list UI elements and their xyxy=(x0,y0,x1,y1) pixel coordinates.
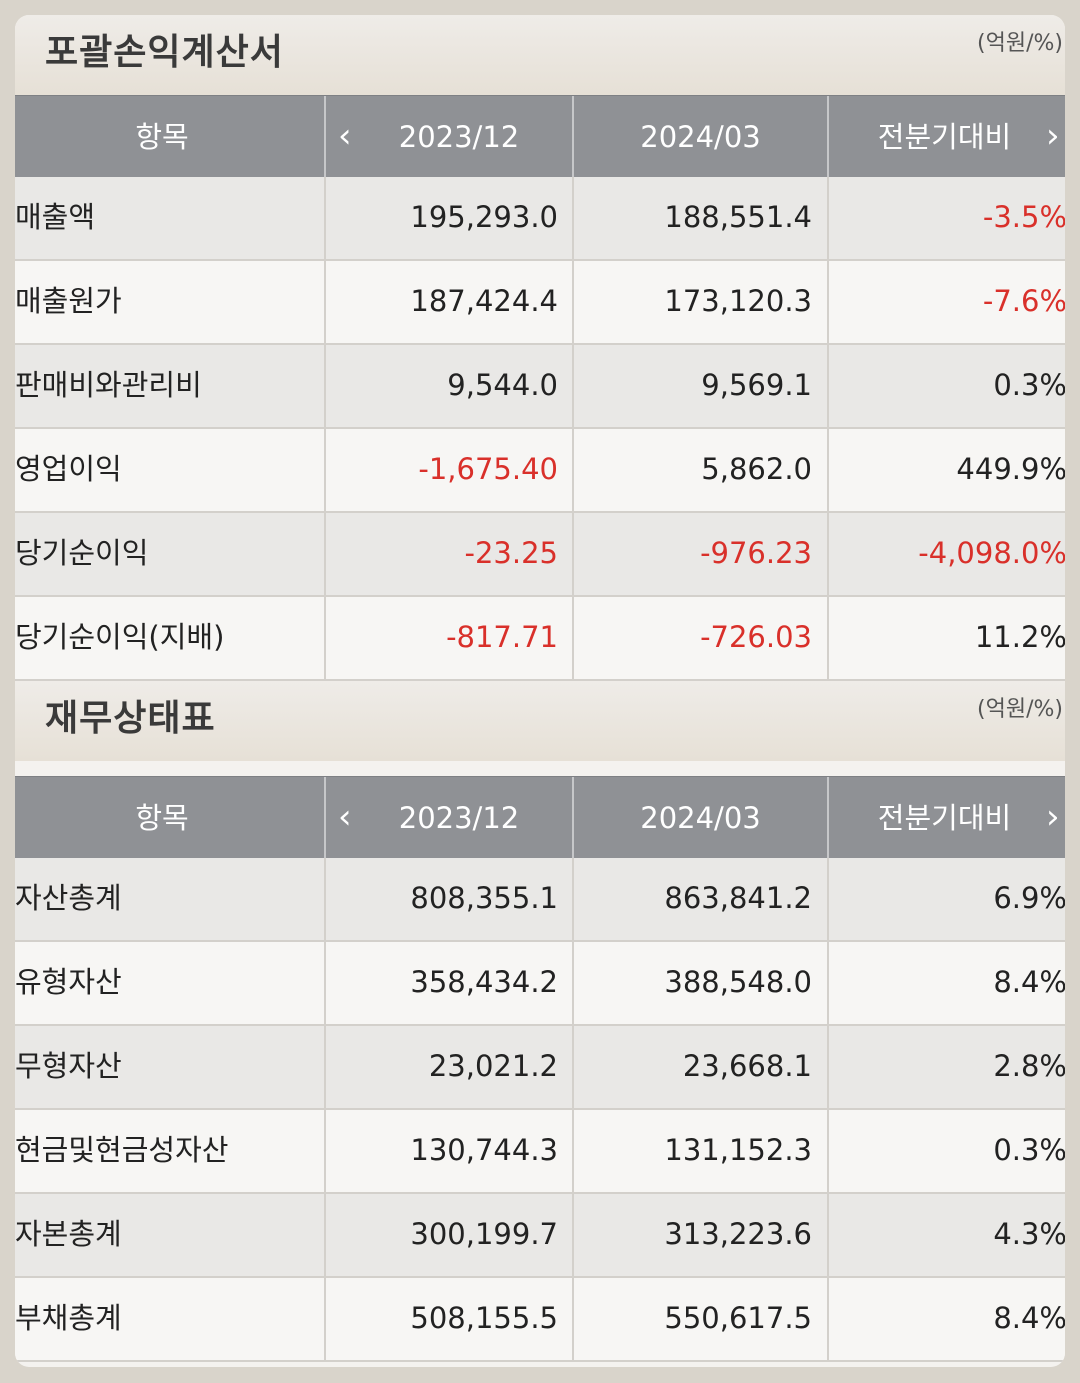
row-label: 영업이익 xyxy=(15,452,122,486)
next-period-chevron-icon[interactable]: › xyxy=(1046,116,1060,156)
row-label: 매출원가 xyxy=(15,284,122,318)
row-label: 유형자산 xyxy=(15,965,122,999)
value-period-2: 131,152.3 xyxy=(664,1133,812,1167)
value-change: 449.9% xyxy=(956,452,1065,486)
row-label: 자본총계 xyxy=(15,1217,122,1251)
value-change: 2.8% xyxy=(993,1049,1065,1083)
financial-card: 포괄손익계산서 (억원/%) 항목 ‹ 2023/12 2024/03 전분기대… xyxy=(15,15,1065,1367)
value-period-2: 5,862.0 xyxy=(701,452,812,486)
row-label: 당기순이익(지배) xyxy=(15,620,225,654)
col-header-period-2: 2024/03 xyxy=(640,801,761,835)
value-period-2: 173,120.3 xyxy=(664,284,812,318)
prev-period-chevron-icon[interactable]: ‹ xyxy=(338,797,352,837)
value-period-1: 300,199.7 xyxy=(410,1217,558,1251)
table-row[interactable]: 당기순이익 -23.25 -976.23 -4,098.0% xyxy=(15,513,1065,597)
income-unit-label: (억원/%) xyxy=(977,31,1063,56)
table-row[interactable]: 현금및현금성자산 130,744.3 131,152.3 0.3% xyxy=(15,1110,1065,1194)
value-period-1: -23.25 xyxy=(464,536,559,570)
row-label: 현금및현금성자산 xyxy=(15,1133,229,1167)
income-section-title: 포괄손익계산서 xyxy=(45,32,284,73)
table-row[interactable]: 영업이익 -1,675.40 5,862.0 449.9% xyxy=(15,429,1065,513)
value-change: -7.6% xyxy=(982,284,1065,318)
value-period-1: 187,424.4 xyxy=(410,284,558,318)
table-row[interactable]: 유형자산 358,434.2 388,548.0 8.4% xyxy=(15,942,1065,1026)
row-label: 부채총계 xyxy=(15,1301,122,1335)
table-row[interactable]: 매출액 195,293.0 188,551.4 -3.5% xyxy=(15,177,1065,261)
table-row[interactable]: 부채총계 508,155.5 550,617.5 8.4% xyxy=(15,1278,1065,1362)
balance-table-body: 자산총계 808,355.1 863,841.2 6.9% 유형자산 358,434.2 3… xyxy=(15,858,1065,1362)
table-row[interactable]: 자본총계 300,199.7 313,223.6 4.3% xyxy=(15,1194,1065,1278)
table-row[interactable]: 자산총계 808,355.1 863,841.2 6.9% xyxy=(15,858,1065,942)
row-label: 자산총계 xyxy=(15,881,122,915)
value-change: 6.9% xyxy=(993,881,1065,915)
value-period-1: 23,021.2 xyxy=(428,1049,558,1083)
row-label: 매출액 xyxy=(15,200,96,234)
value-period-1: -817.71 xyxy=(446,620,558,654)
value-period-1: 508,155.5 xyxy=(410,1301,558,1335)
col-header-period-2: 2024/03 xyxy=(640,120,761,154)
col-header-period-1: 2023/12 xyxy=(398,120,520,154)
value-period-1: 9,544.0 xyxy=(447,368,558,402)
balance-section-header: 재무상태표 (억원/%) xyxy=(15,681,1065,761)
balance-table-header: 항목 ‹ 2023/12 2024/03 전분기대비 › xyxy=(15,776,1065,861)
col-header-change: 전분기대비 xyxy=(877,801,1012,835)
value-period-2: 313,223.6 xyxy=(664,1217,812,1251)
value-period-1: 195,293.0 xyxy=(410,200,558,234)
income-table-body: 매출액 195,293.0 188,551.4 -3.5% 매출원가 187,424.4 1… xyxy=(15,177,1065,681)
value-period-2: 863,841.2 xyxy=(664,881,812,915)
value-period-2: -726.03 xyxy=(700,620,812,654)
next-period-chevron-icon[interactable]: › xyxy=(1046,797,1060,837)
value-change: -3.5% xyxy=(982,200,1065,234)
income-table-header: 항목 ‹ 2023/12 2024/03 전분기대비 › xyxy=(15,95,1065,180)
table-row[interactable]: 당기순이익(지배) -817.71 -726.03 11.2% xyxy=(15,597,1065,681)
value-change: -4,098.0% xyxy=(918,536,1065,570)
value-change: 0.3% xyxy=(993,368,1065,402)
value-period-1: 358,434.2 xyxy=(410,965,558,999)
row-label: 판매비와관리비 xyxy=(15,368,202,402)
value-change: 8.4% xyxy=(993,965,1065,999)
col-header-change: 전분기대비 xyxy=(877,120,1012,154)
value-period-2: 550,617.5 xyxy=(664,1301,812,1335)
col-header-item: 항목 xyxy=(135,120,189,154)
value-change: 8.4% xyxy=(993,1301,1065,1335)
value-period-1: 808,355.1 xyxy=(410,881,558,915)
value-period-2: 388,548.0 xyxy=(664,965,812,999)
value-period-2: 23,668.1 xyxy=(682,1049,812,1083)
income-section-header: 포괄손익계산서 (억원/%) xyxy=(15,15,1065,95)
table-row[interactable]: 판매비와관리비 9,544.0 9,569.1 0.3% xyxy=(15,345,1065,429)
value-period-1: 130,744.3 xyxy=(410,1133,558,1167)
value-period-2: -976.23 xyxy=(700,536,812,570)
value-change: 0.3% xyxy=(993,1133,1065,1167)
value-period-2: 188,551.4 xyxy=(664,200,812,234)
value-period-1: -1,675.40 xyxy=(418,452,558,486)
value-period-2: 9,569.1 xyxy=(701,368,812,402)
col-header-item: 항목 xyxy=(135,801,189,835)
table-row[interactable]: 무형자산 23,021.2 23,668.1 2.8% xyxy=(15,1026,1065,1110)
row-label: 당기순이익 xyxy=(15,536,149,570)
balance-unit-label: (억원/%) xyxy=(977,697,1063,722)
balance-section-title: 재무상태표 xyxy=(45,698,216,739)
table-row[interactable]: 매출원가 187,424.4 173,120.3 -7.6% xyxy=(15,261,1065,345)
col-header-period-1: 2023/12 xyxy=(398,801,520,835)
value-change: 11.2% xyxy=(974,620,1065,654)
value-change: 4.3% xyxy=(993,1217,1065,1251)
prev-period-chevron-icon[interactable]: ‹ xyxy=(338,116,352,156)
row-label: 무형자산 xyxy=(15,1049,122,1083)
